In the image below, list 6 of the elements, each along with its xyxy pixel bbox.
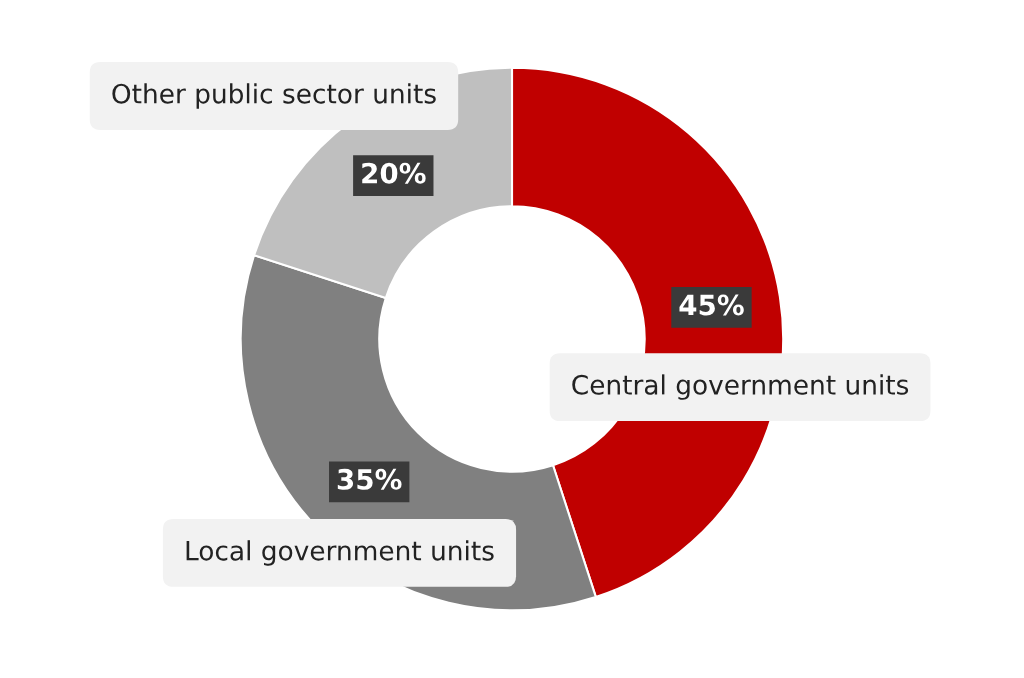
data-label: 45% bbox=[679, 294, 744, 316]
slice-label: Local government units bbox=[186, 540, 494, 566]
data-label: 20% bbox=[362, 162, 426, 184]
data-label: 35% bbox=[337, 468, 402, 490]
slice-label: Other public sector units bbox=[112, 83, 436, 109]
slice-label: Central government units bbox=[572, 374, 909, 400]
